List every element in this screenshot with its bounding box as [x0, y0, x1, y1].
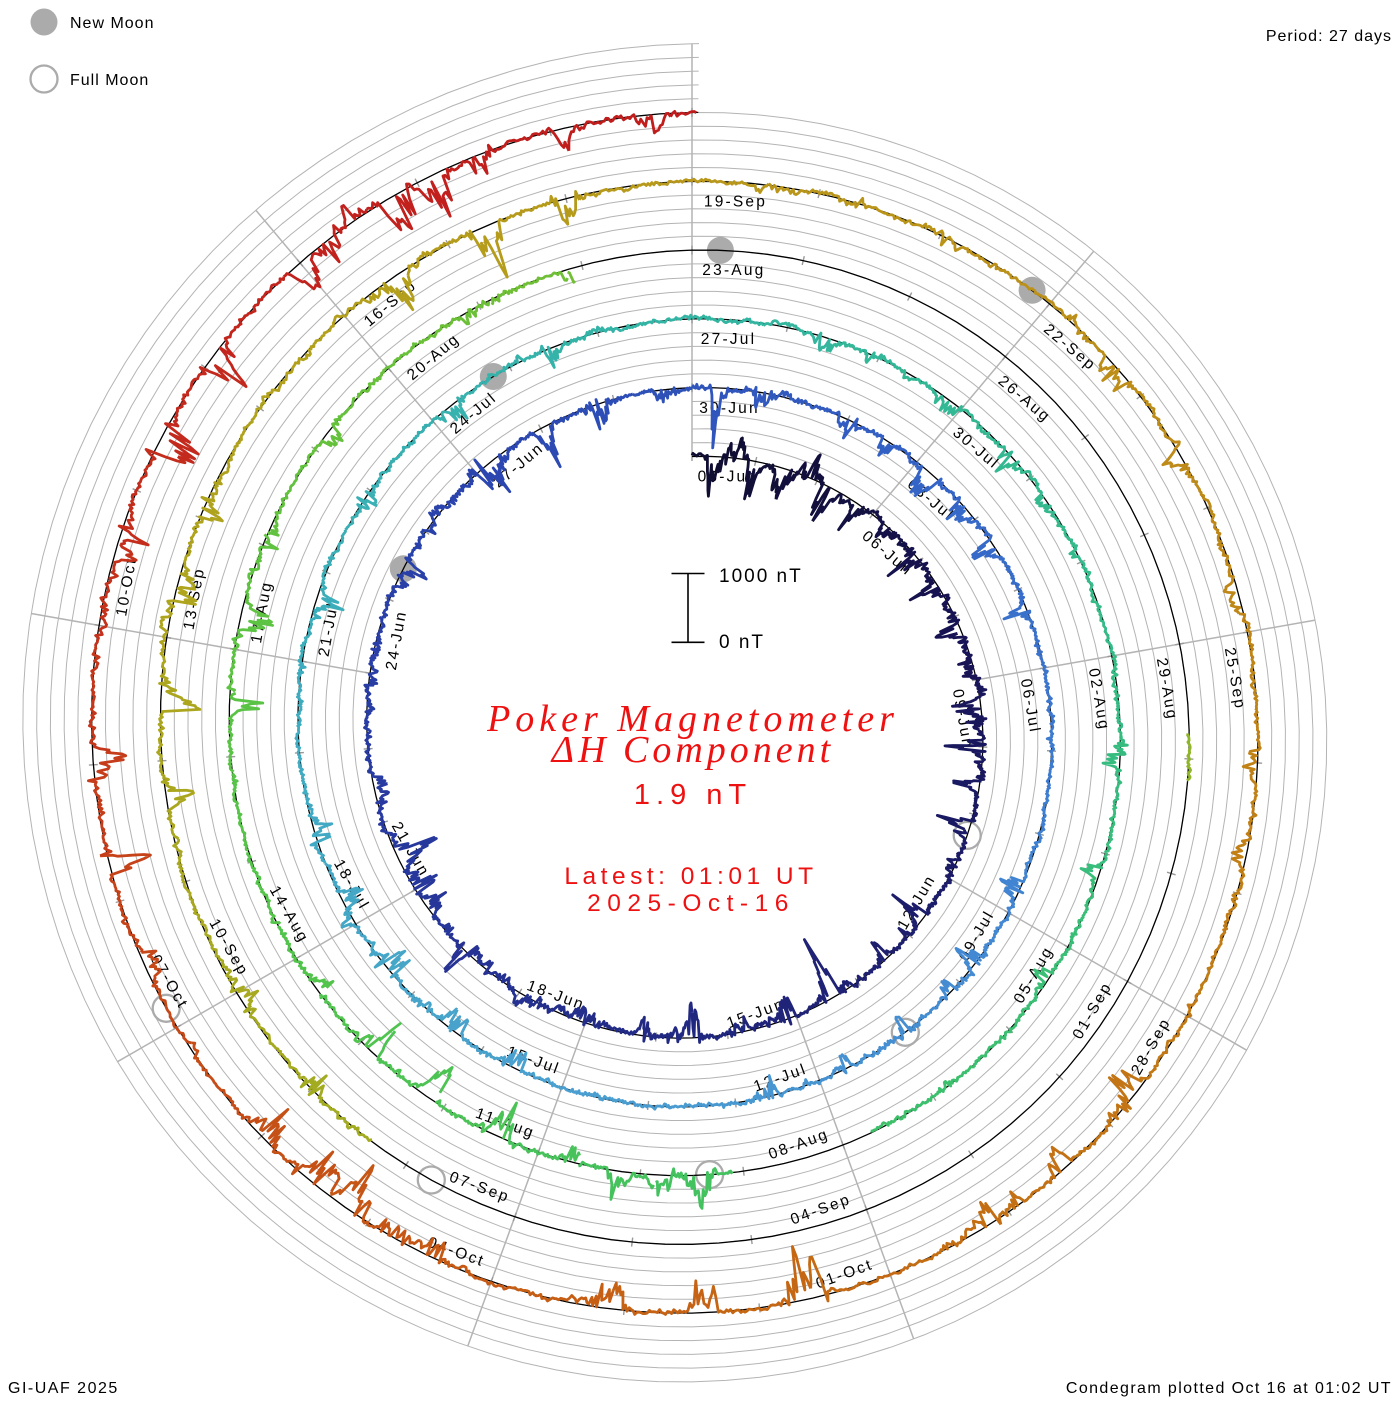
svg-text:Full Moon: Full Moon	[70, 72, 149, 89]
svg-text:Period: 27 days: Period: 27 days	[1266, 28, 1392, 45]
svg-text:1.9 nT: 1.9 nT	[634, 779, 752, 811]
svg-text:19-Sep: 19-Sep	[704, 193, 767, 210]
svg-text:New Moon: New Moon	[70, 15, 154, 32]
svg-text:30-Jun: 30-Jun	[699, 400, 760, 417]
svg-text:Condegram plotted Oct 16 at 01: Condegram plotted Oct 16 at 01:02 UT	[1066, 1380, 1392, 1397]
svg-text:27-Jul: 27-Jul	[701, 331, 756, 348]
svg-text:23-Aug: 23-Aug	[702, 262, 765, 279]
svg-text:2025-Oct-16: 2025-Oct-16	[587, 890, 795, 917]
svg-text:1000 nT: 1000 nT	[719, 566, 803, 587]
svg-text:ΔH Component: ΔH Component	[550, 729, 834, 771]
svg-text:GI-UAF 2025: GI-UAF 2025	[8, 1380, 119, 1397]
svg-text:0 nT: 0 nT	[719, 632, 765, 653]
svg-text:Poker Magnetometer: Poker Magnetometer	[486, 698, 899, 740]
svg-text:Latest: 01:01 UT: Latest: 01:01 UT	[564, 863, 817, 890]
